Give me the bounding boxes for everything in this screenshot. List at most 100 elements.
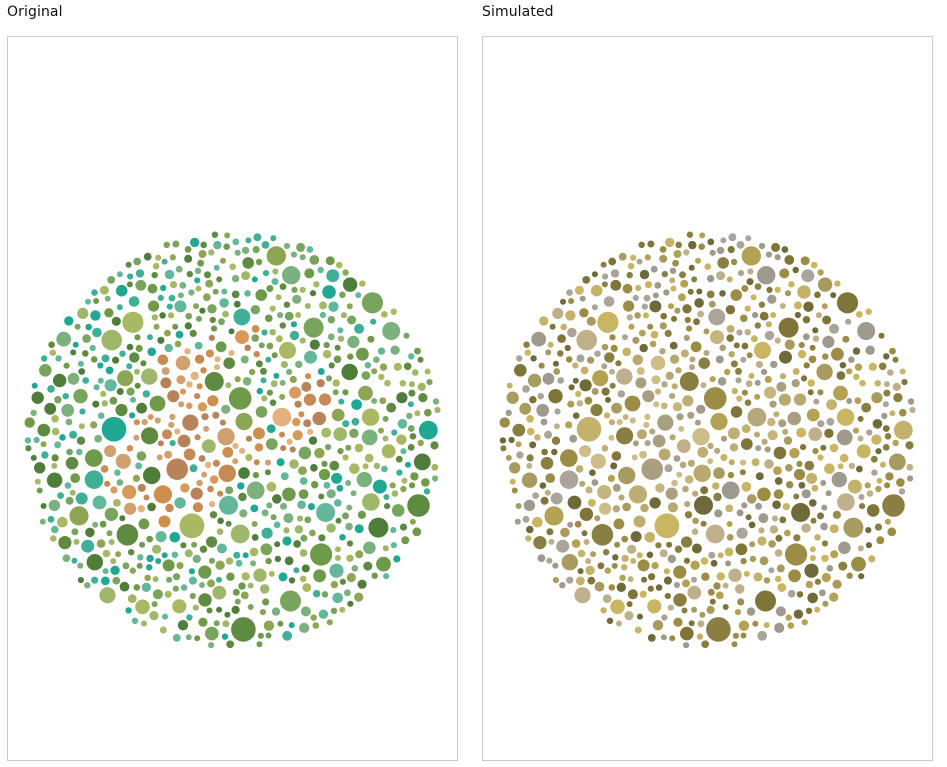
original-plate-background-dot <box>234 598 241 605</box>
simulated-plate-background-dot <box>660 634 667 641</box>
original-plate-background-dot <box>290 321 297 328</box>
simulated-plate-background-dot <box>848 462 856 470</box>
simulated-plate-background-dot <box>814 291 821 299</box>
original-plate-background-dot <box>382 435 389 442</box>
simulated-plate-background-dot <box>899 408 907 417</box>
simulated-plate-background-dot <box>538 362 545 369</box>
original-plate-background-dot <box>194 635 201 642</box>
simulated-plate-background-dot <box>854 363 863 371</box>
original-plate-background-dot <box>261 395 268 402</box>
simulated-plate-background-dot <box>575 576 585 586</box>
original-plate-background-dot <box>266 481 277 492</box>
simulated-plate-background-dot <box>682 304 692 314</box>
simulated-plate-figure-dot <box>639 450 648 459</box>
simulated-plate-background-dot <box>567 327 577 338</box>
original-plate-background-dot <box>272 494 282 504</box>
original-plate-figure-dot <box>228 350 235 356</box>
original-plate-background-dot <box>146 564 153 571</box>
simulated-plate-background-dot <box>875 485 882 493</box>
simulated-plate-background-dot <box>788 281 795 288</box>
simulated-plate-background-dot <box>740 557 747 565</box>
simulated-plate-background-dot <box>726 521 733 527</box>
original-plate-background-dot <box>282 630 293 641</box>
original-plate-background-dot <box>390 527 397 534</box>
simulated-plate-background-dot <box>566 289 573 296</box>
simulated-color-plate <box>499 231 916 649</box>
simulated-plate-background-dot <box>736 329 743 336</box>
simulated-plate-background-dot <box>883 389 891 397</box>
original-plate-background-dot <box>318 534 326 542</box>
simulated-plate-background-dot <box>870 455 878 463</box>
simulated-plate-background-dot <box>825 490 832 497</box>
simulated-plate-background-dot <box>716 572 725 581</box>
simulated-plate-background-dot <box>737 598 745 606</box>
simulated-plate-background-dot <box>836 292 859 314</box>
original-plate-background-dot <box>344 589 351 597</box>
original-plate-background-dot <box>263 620 275 631</box>
simulated-plate-background-dot <box>708 551 716 559</box>
simulated-plate-figure-dot <box>642 390 655 403</box>
simulated-plate-background-dot <box>824 463 835 475</box>
simulated-plate-background-dot <box>642 312 650 319</box>
original-plate-background-dot <box>371 398 378 404</box>
simulated-plate-background-dot <box>687 585 702 600</box>
original-plate-background-dot <box>346 572 356 583</box>
simulated-plate-background-dot <box>600 261 607 268</box>
original-plate-background-dot <box>238 582 246 590</box>
original-plate-background-dot <box>208 557 216 564</box>
original-plate-background-dot <box>383 573 390 580</box>
original-plate-background-dot <box>198 593 212 607</box>
original-plate-background-dot <box>147 347 156 357</box>
original-plate-background-dot <box>69 430 78 439</box>
original-plate-figure-dot <box>141 419 148 426</box>
simulated-plate-background-dot <box>740 632 747 639</box>
simulated-plate-figure-dot <box>618 494 625 501</box>
original-plate-background-dot <box>347 353 354 360</box>
original-plate-background-dot <box>334 344 341 351</box>
original-plate-background-dot <box>149 611 159 621</box>
simulated-plate-background-dot <box>617 390 625 398</box>
simulated-plate-background-dot <box>906 463 914 471</box>
original-plate-background-dot <box>72 341 79 348</box>
simulated-plate-background-dot <box>670 285 677 292</box>
original-plate-background-dot <box>309 529 316 537</box>
original-plate-background-dot <box>417 439 424 447</box>
original-plate-background-dot <box>361 429 378 446</box>
simulated-plate-background-dot <box>659 254 668 263</box>
original-plate-background-dot <box>129 412 136 419</box>
simulated-plate-background-dot <box>545 349 552 356</box>
original-plate-background-dot <box>78 423 85 430</box>
original-plate-background-dot <box>169 440 176 447</box>
original-plate-background-dot <box>328 301 339 312</box>
original-plate-background-dot <box>207 304 217 314</box>
original-plate-background-dot <box>319 311 326 319</box>
original-plate-background-dot <box>391 490 399 497</box>
simulated-plate-background-dot <box>812 327 819 334</box>
simulated-plate-background-dot <box>865 527 872 534</box>
original-plate-background-dot <box>77 360 84 367</box>
simulated-plate-background-dot <box>846 398 853 404</box>
original-plate-background-dot <box>234 376 241 383</box>
original-plate-background-dot <box>378 373 385 381</box>
simulated-plate-background-dot <box>688 240 697 250</box>
original-plate-background-dot <box>269 329 276 336</box>
simulated-plate-background-dot <box>793 493 800 500</box>
simulated-plate-background-dot <box>549 323 556 330</box>
original-plate-figure-dot <box>312 411 327 426</box>
simulated-plate-background-dot <box>695 257 701 264</box>
simulated-plate-figure-dot <box>707 442 714 449</box>
original-plate-figure-dot <box>100 465 109 473</box>
original-plate-background-dot <box>355 550 364 559</box>
original-plate-figure-dot <box>161 367 170 376</box>
simulated-plate-background-dot <box>722 604 729 610</box>
simulated-plate-background-dot <box>646 551 654 559</box>
simulated-plate-background-dot <box>893 393 903 403</box>
original-plate-background-dot <box>237 482 245 490</box>
simulated-plate-background-dot <box>838 561 848 571</box>
original-plate-background-dot <box>162 613 168 620</box>
original-plate-background-dot <box>328 362 335 369</box>
simulated-plate-background-dot <box>885 472 894 481</box>
simulated-plate-figure-dot <box>629 417 636 424</box>
simulated-plate-background-dot <box>521 472 538 488</box>
original-plate-figure-dot <box>301 381 312 392</box>
